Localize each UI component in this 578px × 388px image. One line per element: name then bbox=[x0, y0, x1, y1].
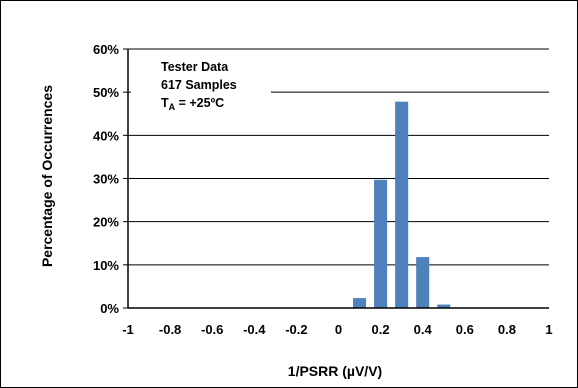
x-tick-label-5: 0 bbox=[335, 322, 342, 337]
bar-1 bbox=[374, 179, 388, 308]
y-tick-label-4: 40% bbox=[93, 128, 119, 143]
y-tick-label-6: 60% bbox=[93, 42, 119, 57]
x-tick-label-0: -1 bbox=[122, 322, 134, 337]
y-tick-labels: 0% 10% 20% 30% 40% 50% 60% bbox=[93, 42, 119, 316]
x-tick-label-10: 1 bbox=[545, 322, 552, 337]
bars bbox=[353, 101, 451, 308]
y-tick-label-1: 10% bbox=[93, 258, 119, 273]
x-tick-label-9: 0.8 bbox=[498, 322, 516, 337]
bar-4 bbox=[437, 304, 451, 308]
y-tick-label-2: 20% bbox=[93, 215, 119, 230]
annotation-line-3: TA = +25ºC bbox=[161, 96, 224, 112]
annotation-temp-subscript: A bbox=[169, 102, 176, 112]
x-tick-label-1: -0.8 bbox=[159, 322, 181, 337]
x-tick-labels: -1 -0.8 -0.6 -0.4 -0.2 0 0.2 0.4 0.6 0.8 1 bbox=[122, 322, 552, 337]
x-tick-label-4: -0.2 bbox=[285, 322, 307, 337]
axes bbox=[123, 48, 549, 309]
x-tick-label-3: -0.4 bbox=[243, 322, 266, 337]
bar-2 bbox=[395, 101, 409, 308]
annotation-mask bbox=[131, 51, 271, 131]
annotation-line-1: Tester Data bbox=[161, 60, 229, 74]
y-axis-title: Percentage of Occurrences bbox=[39, 85, 55, 267]
x-axis-title: 1/PSRR (µV/V) bbox=[288, 363, 382, 379]
y-tick-label-5: 50% bbox=[93, 85, 119, 100]
x-tick-label-2: -0.6 bbox=[201, 322, 223, 337]
x-tick-label-8: 0.6 bbox=[456, 322, 474, 337]
y-tick-label-0: 0% bbox=[100, 301, 119, 316]
y-tick-label-3: 30% bbox=[93, 172, 119, 187]
x-tick-label-6: 0.2 bbox=[372, 322, 390, 337]
annotation-line-2: 617 Samples bbox=[161, 78, 237, 92]
bar-3 bbox=[416, 257, 430, 308]
x-tick-label-7: 0.4 bbox=[414, 322, 433, 337]
annotation-temp-value: = +25ºC bbox=[175, 96, 224, 110]
bar-0 bbox=[353, 298, 367, 308]
annotation-temp-symbol: T bbox=[161, 96, 169, 110]
